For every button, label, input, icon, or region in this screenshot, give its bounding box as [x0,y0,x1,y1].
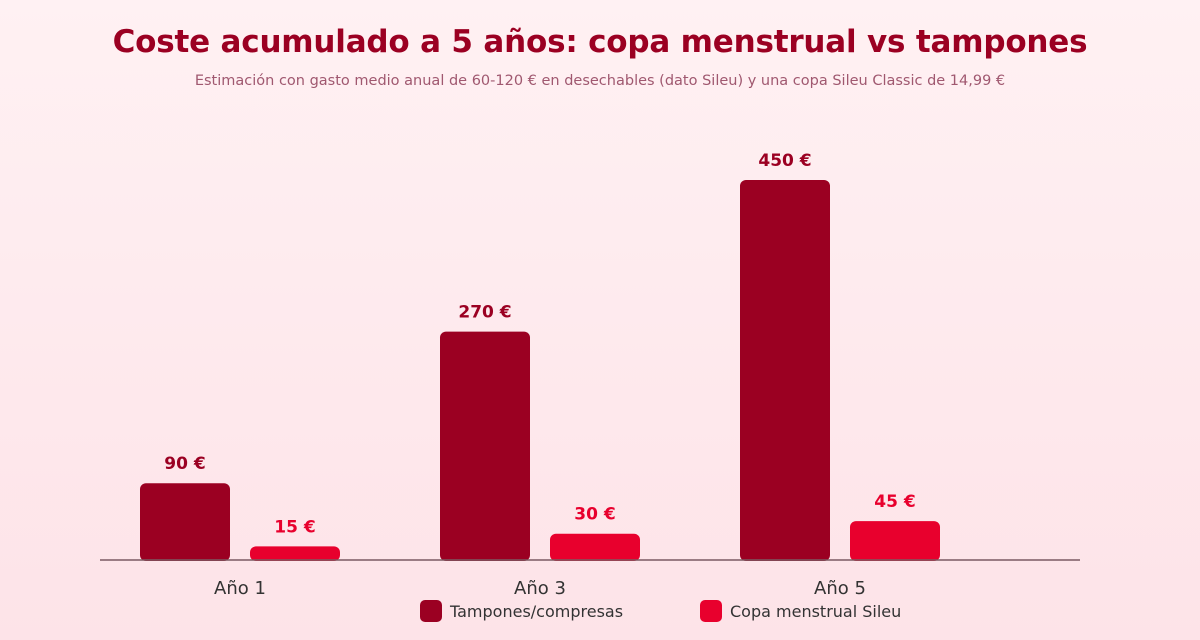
x-tick-label-3: Año 5 [814,578,866,599]
legend-swatch-tampones [420,600,442,622]
data-label-copa-1: 15 € [274,517,315,537]
bar-copa-2 [550,533,640,561]
data-label-tampones-2: 270 € [458,303,511,323]
chart-title: Coste acumulado a 5 años: copa menstrual… [112,24,1088,60]
legend-label-tampones: Tampones/compresas [450,601,624,621]
data-label-tampones-3: 450 € [758,151,811,171]
bar-tampones-1 [140,483,230,561]
legend-swatch-copa [700,600,722,622]
legend-item-copa: Copa menstrual Sileu [700,600,901,622]
bar-tampones-3 [740,180,830,561]
bar-copa-1 [250,546,340,561]
bar-copa-3 [850,521,940,561]
data-label-copa-3: 45 € [874,492,915,512]
data-label-copa-2: 30 € [574,505,615,525]
x-tick-label-2: Año 3 [514,578,566,599]
bar-tampones-2 [440,331,530,561]
legend-label-copa: Copa menstrual Sileu [730,601,902,621]
chart-subtitle: Estimación con gasto medio anual de 60-1… [194,73,1006,89]
data-label-tampones-1: 90 € [164,454,205,474]
legend: Tampones/compresas Copa menstrual Sileu [0,600,1200,624]
legend-item-tampones: Tampones/compresas [420,600,623,622]
x-tick-label-1: Año 1 [214,578,266,599]
